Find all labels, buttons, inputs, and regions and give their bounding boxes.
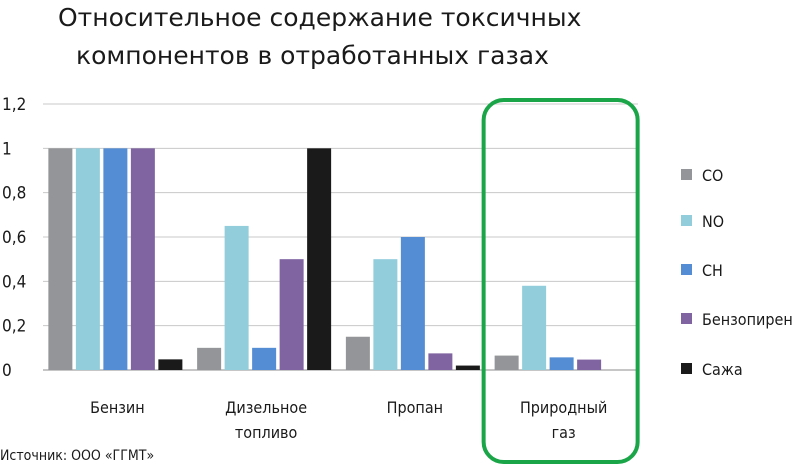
y-tick-label: 0,4: [2, 272, 26, 292]
bar-сажа-2: [307, 148, 332, 370]
x-axis-categories: Бензин Дизельное топливо Пропан Природный газ: [90, 398, 607, 442]
y-tick-label: 0,6: [2, 228, 26, 248]
chart-title-line-2: компонентов в отработанных газах: [76, 41, 549, 70]
bar-ch-2: [252, 347, 277, 370]
category-label: Бензин: [90, 398, 145, 417]
y-tick-label: 0: [2, 361, 12, 381]
category-label: топливо: [235, 423, 298, 442]
bar-no-4: [522, 285, 547, 370]
bars: [48, 148, 602, 370]
y-axis-ticks: 0 0,2 0,4 0,6 0,8 1 1,2: [2, 95, 26, 381]
y-tick-label: 1: [2, 139, 12, 159]
bar-co-1: [48, 148, 73, 370]
bar-no-2: [224, 225, 249, 370]
y-tick-label: 1,2: [2, 95, 26, 115]
legend-swatch-3: [681, 264, 692, 275]
bar-co-2: [197, 347, 222, 370]
highlight-frame: [481, 98, 640, 464]
legend-swatch-1: [681, 169, 692, 180]
legend-label-4: Бензопирен: [702, 310, 793, 329]
legend-label-2: NO: [702, 212, 724, 231]
legend: CO NO CH Бензопирен Сажа: [681, 166, 793, 379]
y-tick-label: 0,2: [2, 317, 26, 337]
bar-сажа-3: [455, 365, 480, 370]
legend-swatch-4: [681, 313, 692, 324]
bar-ch-3: [400, 237, 425, 370]
legend-label-3: CH: [702, 261, 723, 280]
chart-title: Относительное содержание токсичных компо…: [58, 3, 581, 70]
legend-label-1: CO: [702, 166, 723, 185]
legend-swatch-5: [681, 363, 692, 374]
bar-ch-1: [103, 148, 128, 370]
legend-label-5: Сажа: [702, 360, 743, 379]
y-tick-label: 0,8: [2, 184, 26, 204]
category-label: Природный: [520, 398, 607, 417]
bar-бензопирен-2: [279, 259, 304, 370]
category-label: Дизельное: [225, 398, 307, 417]
bar-бензопирен-3: [428, 353, 453, 370]
bar-бензопирен-4: [577, 359, 602, 370]
source-note: Источник: ООО «ГГМТ»: [0, 448, 154, 464]
category-label: Пропан: [387, 398, 443, 417]
bar-no-1: [75, 148, 100, 370]
bar-сажа-1: [158, 359, 183, 370]
legend-swatch-2: [681, 215, 692, 226]
category-label: газ: [552, 423, 576, 442]
bar-ch-4: [549, 357, 574, 370]
highlight-frame-rect: [481, 98, 640, 464]
bar-no-3: [373, 259, 398, 370]
chart-title-line-1: Относительное содержание токсичных: [58, 3, 581, 32]
bar-co-3: [345, 336, 370, 370]
bar-бензопирен-1: [130, 148, 155, 370]
bar-co-4: [494, 355, 519, 370]
